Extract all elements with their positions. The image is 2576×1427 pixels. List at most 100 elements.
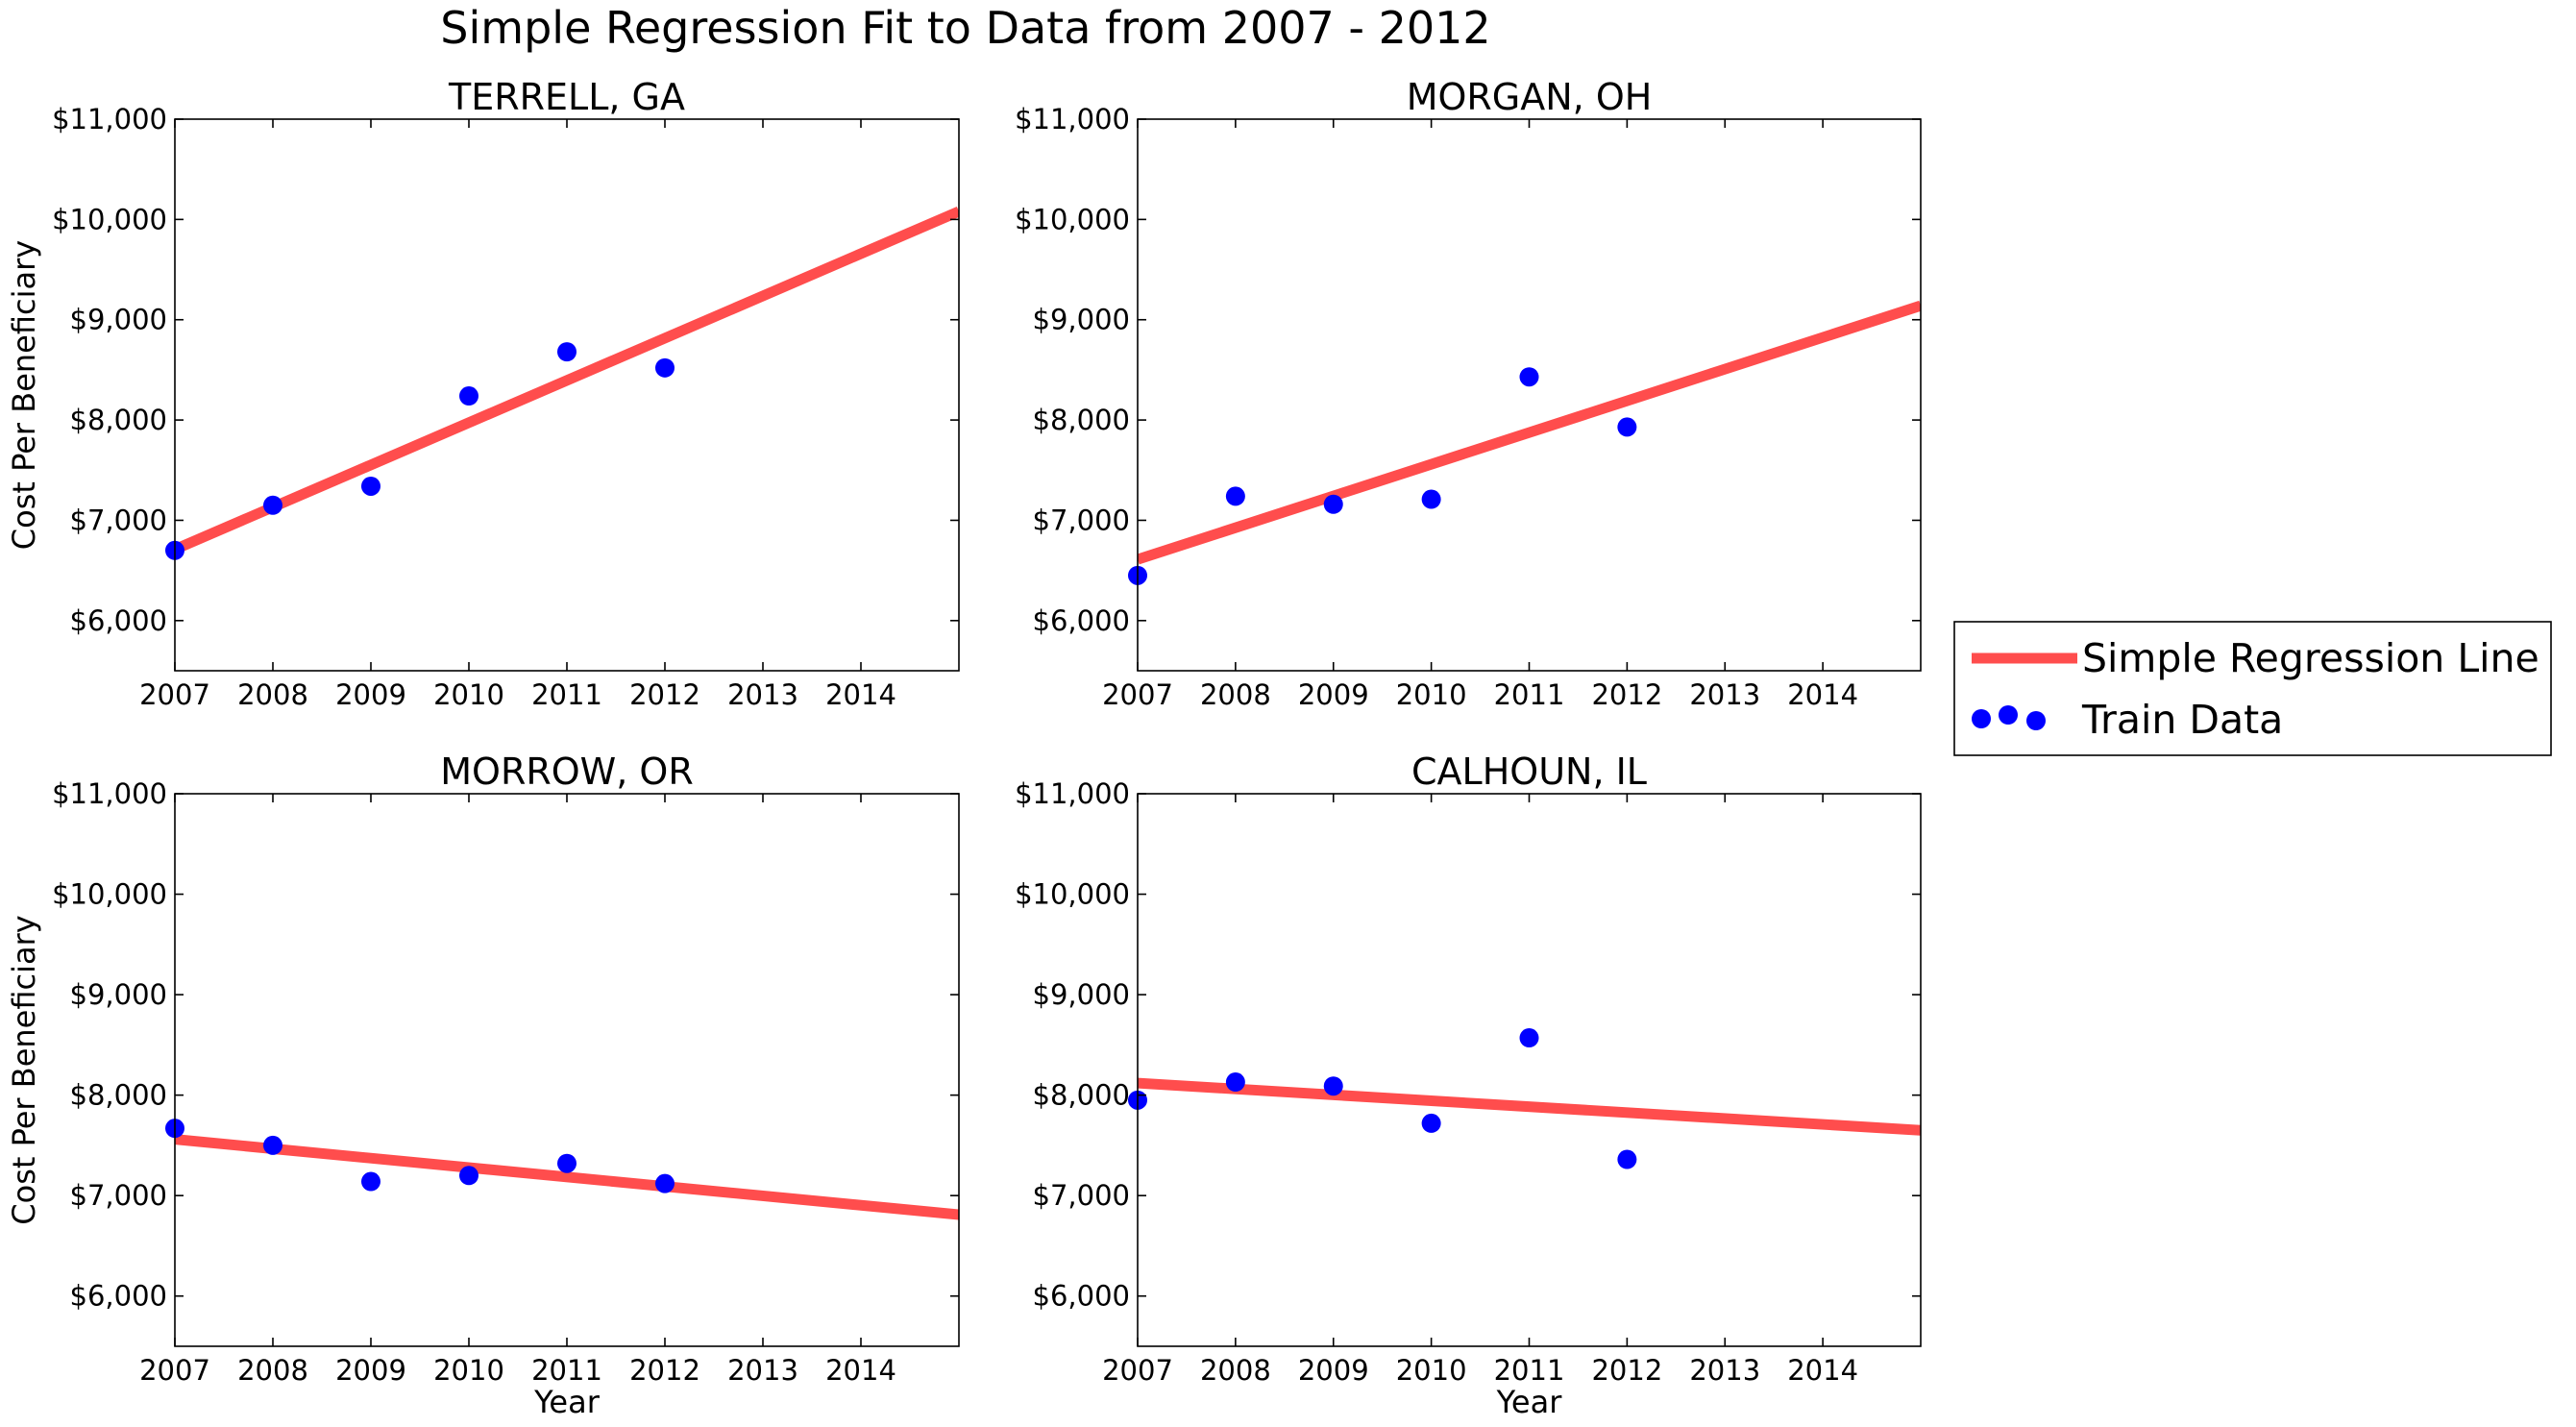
y-axis-label: Cost Per Beneficiary bbox=[6, 915, 42, 1224]
y-tick-label: $6,000 bbox=[1033, 604, 1130, 637]
legend-point-swatch bbox=[2026, 711, 2046, 730]
figure-title: Simple Regression Fit to Data from 2007 … bbox=[440, 2, 1490, 54]
panel-3: MORROW, OR 2007 2008 2009 2010 2011 2012 2013 20… bbox=[6, 750, 960, 1420]
x-tick-label: 2008 bbox=[237, 1354, 308, 1387]
x-tick-label: 2013 bbox=[727, 678, 798, 711]
y-tick-label: $10,000 bbox=[52, 203, 167, 235]
regression-line-group bbox=[1138, 300, 1921, 565]
x-tick-label: 2013 bbox=[1689, 1354, 1760, 1387]
x-tick-label: 2014 bbox=[825, 1354, 896, 1387]
plot-frame bbox=[174, 118, 960, 672]
x-tick-label: 2010 bbox=[433, 1354, 504, 1387]
plot-frame bbox=[174, 793, 960, 1347]
y-tick-label: $11,000 bbox=[52, 103, 167, 135]
legend-label-regression: Simple Regression Line bbox=[2082, 635, 2539, 681]
legend-label-train: Train Data bbox=[2081, 697, 2283, 743]
legend-point-swatch bbox=[1999, 705, 2018, 725]
y-tick-label: $11,000 bbox=[52, 777, 167, 810]
x-tick-label: 2011 bbox=[531, 1354, 602, 1387]
regression-line bbox=[175, 1134, 959, 1220]
y-tick-label: $10,000 bbox=[52, 878, 167, 911]
data-point bbox=[1225, 486, 1245, 506]
legend: Simple Regression Line Train Data bbox=[1953, 621, 2552, 756]
panel-1: TERRELL, GA 2007 2008 2009 2010 2011 2012 2013 2… bbox=[6, 76, 960, 711]
data-point bbox=[1519, 1028, 1539, 1048]
regression-line-group bbox=[175, 206, 959, 554]
x-tick-label: 2012 bbox=[1591, 678, 1662, 711]
regression-line bbox=[175, 206, 959, 554]
y-tick-label: $6,000 bbox=[1033, 1280, 1130, 1313]
y-tick-label: $11,000 bbox=[1015, 103, 1130, 135]
plot-frame bbox=[1137, 118, 1922, 672]
x-tick-label: 2007 bbox=[1102, 1354, 1173, 1387]
y-tick-label: $9,000 bbox=[1033, 304, 1130, 336]
data-point bbox=[655, 357, 675, 378]
x-tick-label: 2009 bbox=[335, 678, 406, 711]
y-tick-label: $6,000 bbox=[70, 1280, 167, 1313]
y-tick-label: $9,000 bbox=[1033, 978, 1130, 1011]
x-tick-label: 2008 bbox=[237, 678, 308, 711]
x-tick-label: 2009 bbox=[1298, 678, 1369, 711]
data-point bbox=[361, 1171, 380, 1192]
regression-line-group bbox=[1138, 1077, 1921, 1136]
x-tick-label: 2013 bbox=[1689, 678, 1760, 711]
x-tick-label: 2012 bbox=[1591, 1354, 1662, 1387]
x-tick-label: 2014 bbox=[1787, 1354, 1858, 1387]
x-tick-label: 2008 bbox=[1200, 678, 1271, 711]
y-tick-label: $7,000 bbox=[70, 504, 167, 536]
regression-line bbox=[1138, 300, 1921, 565]
x-tick-label: 2007 bbox=[1102, 678, 1173, 711]
legend-point-swatch bbox=[1972, 709, 1991, 728]
x-tick-label: 2010 bbox=[1396, 678, 1467, 711]
y-tick-label: $9,000 bbox=[70, 978, 167, 1011]
panel-title: MORGAN, OH bbox=[1407, 76, 1653, 118]
subplots: TERRELL, GA 2007 2008 2009 2010 2011 2012 2013 2… bbox=[6, 76, 1922, 1420]
x-tick-label: 2011 bbox=[1494, 678, 1565, 711]
data-point bbox=[557, 1153, 577, 1173]
panel-4: CALHOUN, IL 2007 2008 2009 2010 2011 2012 2013 2… bbox=[1015, 750, 1922, 1420]
x-tick-label: 2009 bbox=[1298, 1354, 1369, 1387]
x-axis-label: Year bbox=[533, 1384, 601, 1420]
x-tick-label: 2014 bbox=[1787, 678, 1858, 711]
data-point bbox=[1225, 1072, 1245, 1093]
data-point bbox=[263, 495, 282, 515]
data-point bbox=[1421, 489, 1441, 509]
y-tick-label: $7,000 bbox=[70, 1179, 167, 1212]
y-tick-label: $8,000 bbox=[70, 404, 167, 436]
data-point bbox=[361, 476, 380, 496]
data-point bbox=[557, 342, 577, 362]
x-tick-label: 2010 bbox=[433, 678, 504, 711]
y-tick-label: $8,000 bbox=[1033, 1079, 1130, 1112]
y-tick-label: $11,000 bbox=[1015, 777, 1130, 810]
x-tick-label: 2009 bbox=[335, 1354, 406, 1387]
legend-frame bbox=[1953, 621, 2552, 756]
data-point bbox=[1421, 1113, 1441, 1133]
y-tick-label: $10,000 bbox=[1015, 203, 1130, 235]
y-axis-label: Cost Per Beneficiary bbox=[6, 240, 42, 550]
data-point bbox=[655, 1173, 675, 1193]
panel-title: CALHOUN, IL bbox=[1411, 750, 1647, 793]
x-tick-label: 2012 bbox=[629, 678, 700, 711]
data-point bbox=[1323, 494, 1343, 514]
regression-line bbox=[1138, 1077, 1921, 1136]
x-tick-label: 2011 bbox=[1494, 1354, 1565, 1387]
data-point bbox=[459, 386, 478, 406]
data-point bbox=[1617, 1149, 1637, 1169]
y-tick-label: $9,000 bbox=[70, 304, 167, 336]
plot-frame bbox=[1137, 793, 1922, 1347]
y-tick-label: $8,000 bbox=[1033, 404, 1130, 436]
x-tick-label: 2014 bbox=[825, 678, 896, 711]
y-tick-label: $8,000 bbox=[70, 1079, 167, 1112]
panel-title: MORROW, OR bbox=[440, 750, 693, 793]
x-tick-label: 2013 bbox=[727, 1354, 798, 1387]
x-axis-label: Year bbox=[1496, 1384, 1563, 1420]
x-tick-label: 2011 bbox=[531, 678, 602, 711]
x-tick-label: 2010 bbox=[1396, 1354, 1467, 1387]
x-tick-label: 2007 bbox=[139, 678, 210, 711]
panel-title: TERRELL, GA bbox=[448, 76, 685, 118]
panel-2: MORGAN, OH 2007 2008 2009 2010 2011 2012 2013 20… bbox=[1015, 76, 1922, 711]
x-tick-label: 2012 bbox=[629, 1354, 700, 1387]
y-tick-label: $10,000 bbox=[1015, 878, 1130, 911]
data-point bbox=[1323, 1076, 1343, 1096]
y-tick-label: $6,000 bbox=[70, 604, 167, 637]
